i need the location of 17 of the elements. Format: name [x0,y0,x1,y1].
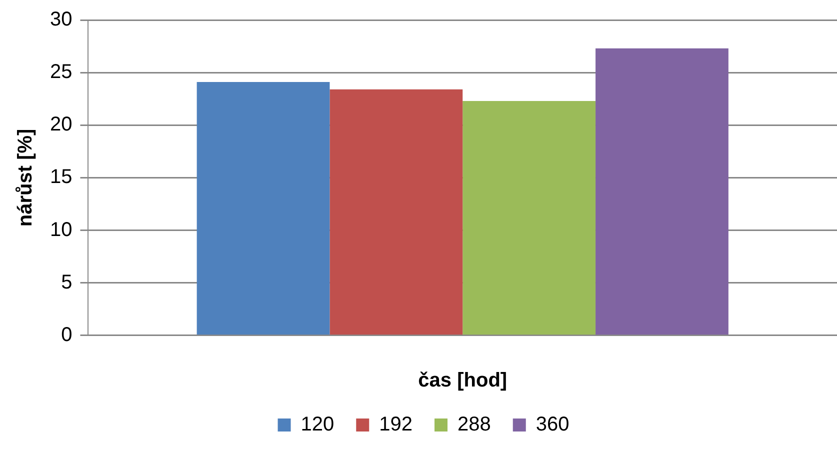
x-axis-title: čas [hod] [418,370,508,392]
legend-label: 288 [458,414,491,436]
bar [196,82,330,335]
y-tick-label: 10 [50,218,72,241]
y-tick-label: 30 [50,8,72,31]
y-tick-label: 15 [50,166,72,188]
y-axis-title: nárůst [%] [14,128,37,227]
y-tick-label: 5 [61,271,72,294]
bar [596,48,728,335]
y-tick-label: 20 [50,114,72,136]
legend-label: 192 [379,414,413,436]
legend-label: 360 [536,414,570,436]
y-tick-label: 25 [50,61,72,84]
legend-label: 120 [300,414,334,436]
bar [462,100,596,335]
y-tick-label: 0 [61,324,72,346]
bar [330,89,463,335]
